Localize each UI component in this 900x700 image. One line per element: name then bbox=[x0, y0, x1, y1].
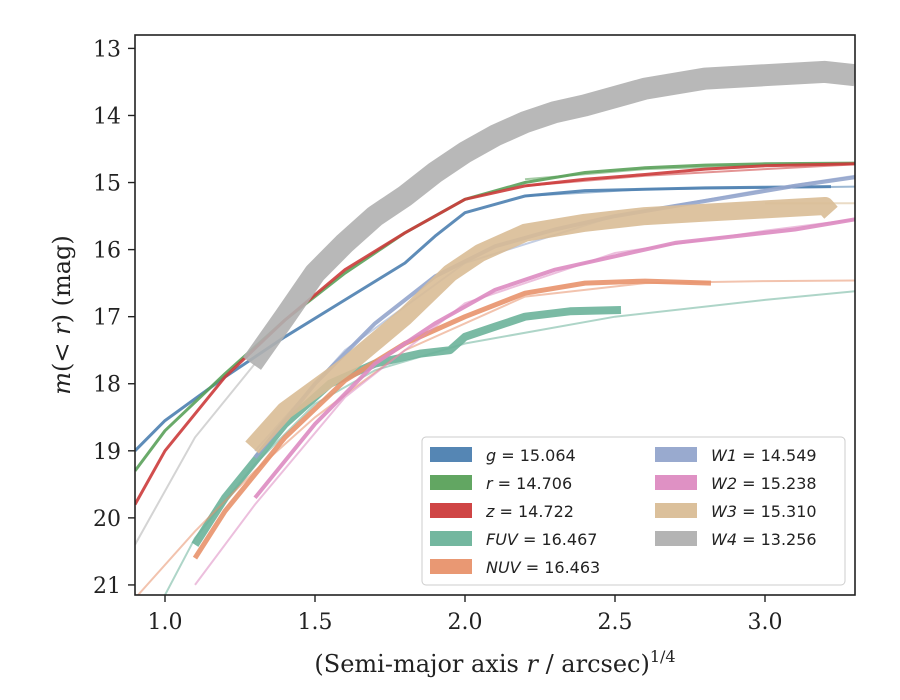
legend-label-w3: W3 = 15.310 bbox=[711, 502, 817, 521]
x-axis-title-exponent: 1/4 bbox=[650, 647, 676, 666]
x-axis-title: (Semi-major axis r / arcsec)1/4 bbox=[314, 647, 675, 678]
profile-fuv bbox=[191, 306, 622, 547]
x-axis-title-var: r bbox=[526, 650, 539, 678]
legend-swatch-fuv bbox=[430, 531, 472, 546]
legend-swatch-r bbox=[430, 475, 472, 490]
legend-swatch-w2 bbox=[655, 475, 697, 490]
y-axis-title-var: r bbox=[48, 322, 76, 335]
legend-swatch-z bbox=[430, 503, 472, 518]
plot-frame bbox=[134, 34, 856, 596]
x-axis-title-tail: / arcsec) bbox=[538, 650, 650, 678]
profile-w2 bbox=[253, 217, 855, 500]
legend-swatch-w4 bbox=[655, 531, 697, 546]
y-axis-title-main: m bbox=[48, 372, 76, 395]
y-tick-label: 21 bbox=[93, 574, 121, 599]
profile-z bbox=[135, 162, 855, 506]
profile-w3 bbox=[245, 197, 838, 454]
y-axis-title-mid: (< bbox=[48, 335, 76, 372]
profile-w4 bbox=[243, 60, 855, 370]
model-line-z bbox=[524, 163, 855, 187]
x-tick-label: 1.0 bbox=[148, 610, 183, 635]
y-tick-label: 17 bbox=[93, 306, 121, 331]
y-tick-label: 13 bbox=[93, 37, 121, 62]
legend-label-nuv: NUV = 16.463 bbox=[486, 558, 600, 577]
y-tick-label: 15 bbox=[93, 172, 121, 197]
legend-label-g: g = 15.064 bbox=[486, 446, 576, 465]
y-axis-title-tail: ) (mag) bbox=[48, 235, 76, 323]
legend-label-w1: W1 = 14.549 bbox=[711, 446, 817, 465]
legend-label-fuv: FUV = 16.467 bbox=[486, 530, 597, 549]
model-line-w4 bbox=[135, 362, 256, 546]
legend-label-r: r = 14.706 bbox=[486, 474, 572, 493]
y-tick-label: 14 bbox=[93, 104, 121, 129]
y-axis-title: m(< r) (mag) bbox=[48, 235, 76, 395]
legend: g = 15.064 r = 14.706 z = 14.722 FUV = 16.4… bbox=[421, 436, 846, 586]
x-axis-title-main: (Semi-major axis bbox=[314, 650, 526, 678]
legend-label-w4: W4 = 13.256 bbox=[711, 530, 817, 549]
data-marks bbox=[135, 60, 855, 595]
x-tick-label: 2.5 bbox=[598, 610, 633, 635]
x-tick-label: 2.0 bbox=[448, 610, 483, 635]
model-line-w2 bbox=[194, 218, 855, 586]
x-tick-label: 3.0 bbox=[748, 610, 783, 635]
legend-label-w2: W2 = 15.238 bbox=[711, 474, 817, 493]
legend-box bbox=[421, 436, 846, 586]
legend-swatch-w1 bbox=[655, 447, 697, 462]
legend-swatch-nuv bbox=[430, 559, 472, 574]
legend-swatch-g bbox=[430, 447, 472, 462]
y-tick-label: 16 bbox=[93, 239, 121, 264]
legend-swatch-w3 bbox=[655, 503, 697, 518]
profile-g bbox=[135, 185, 832, 452]
axes: 1.0 1.5 2.0 2.5 3.0 13 14 15 16 17 18 19 20 21 bbox=[93, 37, 783, 635]
x-tick-label: 1.5 bbox=[298, 610, 333, 635]
legend-label-z: z = 14.722 bbox=[485, 502, 574, 521]
y-tick-label: 18 bbox=[93, 373, 121, 398]
profile-nuv bbox=[192, 278, 712, 560]
y-tick-label: 19 bbox=[93, 440, 121, 465]
y-tick-label: 20 bbox=[93, 507, 121, 532]
